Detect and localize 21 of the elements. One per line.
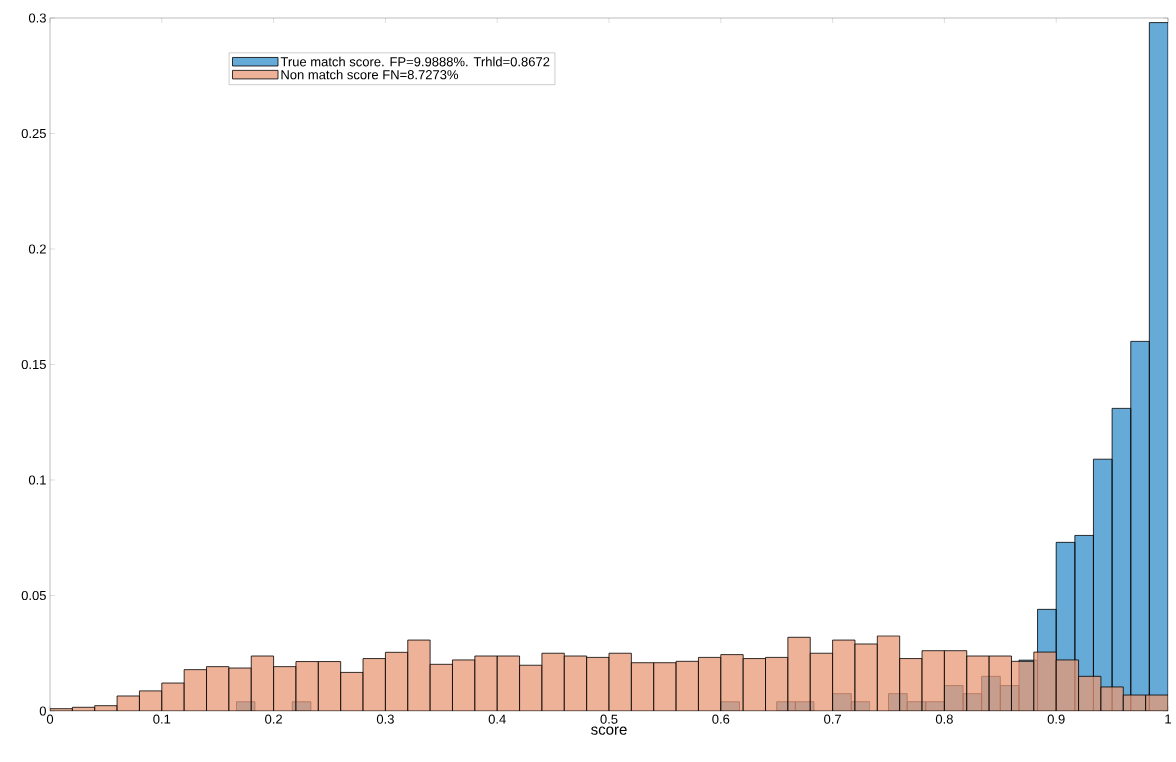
x-tick-label: 0.2 [265, 714, 282, 724]
y-tick-label: 0.3 [28, 13, 46, 23]
y-tick-label: 0.1 [28, 475, 46, 485]
legend-label: True match score. FP=9.9888%. Trhld=0.8672 [280, 56, 550, 67]
x-tick-label: 1 [1165, 714, 1171, 724]
x-tick-label: 0.8 [935, 714, 953, 724]
x-tick-label: 0.7 [824, 714, 841, 724]
x-tick-label: 0.3 [376, 714, 394, 724]
y-tick-label: 0.2 [28, 244, 46, 254]
x-axis-title: score [591, 726, 627, 735]
y-tick-label: 0.15 [21, 359, 46, 370]
x-tick-label: 0.9 [1047, 714, 1065, 724]
x-tick-label: 0 [46, 714, 54, 724]
legend-label: Non match score FN=8.7273% [281, 69, 459, 80]
y-tick-label: 0 [39, 706, 46, 716]
x-tick-label: 0.4 [488, 714, 506, 724]
y-tick-label: 0.25 [21, 128, 46, 139]
x-tick-label: 0.5 [600, 714, 618, 724]
y-tick-label: 0.05 [21, 590, 46, 601]
x-tick-label: 0.6 [712, 714, 730, 724]
x-tick-label: 0.1 [153, 714, 171, 724]
